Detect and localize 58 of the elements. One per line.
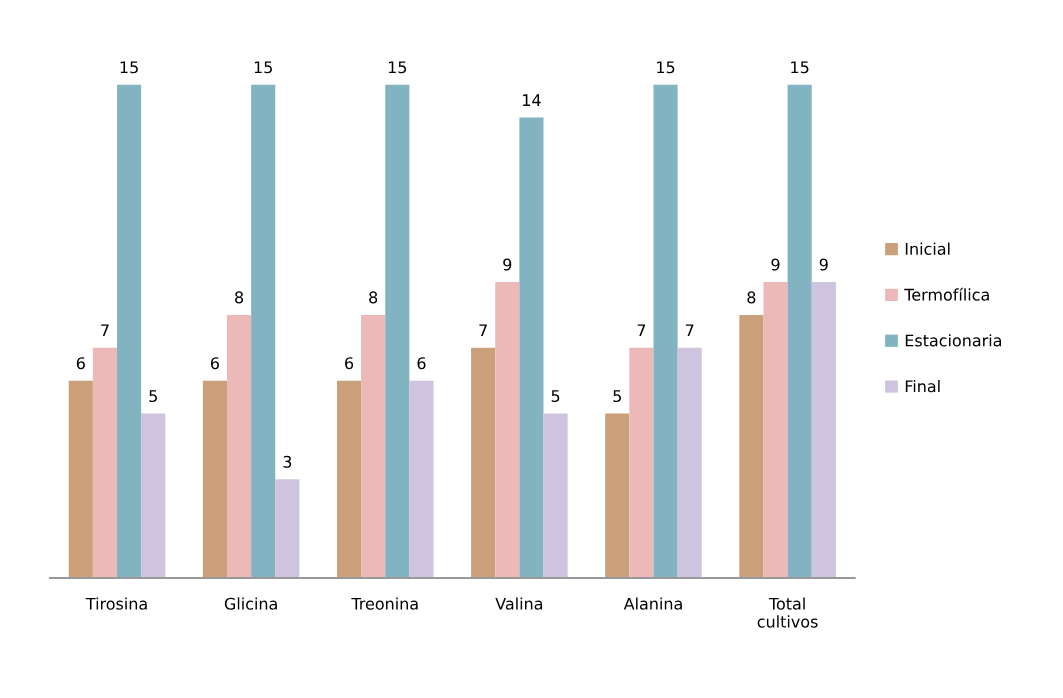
x-tick-label: Tirosina bbox=[85, 597, 147, 610]
legend-label: Estacionaria bbox=[905, 334, 1001, 347]
bar bbox=[117, 84, 142, 578]
data-label: 6 bbox=[417, 357, 426, 370]
data-label: 7 bbox=[685, 324, 694, 337]
data-label: 6 bbox=[345, 357, 354, 370]
bar bbox=[605, 413, 630, 578]
bar bbox=[251, 84, 276, 578]
data-label: 9 bbox=[771, 258, 780, 271]
x-tick-label: Alanina bbox=[623, 597, 682, 610]
data-label: 7 bbox=[637, 324, 646, 337]
bar bbox=[629, 347, 654, 578]
data-label: 6 bbox=[76, 357, 85, 370]
data-label: 15 bbox=[254, 61, 272, 74]
data-label: 15 bbox=[120, 61, 138, 74]
bar bbox=[739, 314, 764, 578]
bar bbox=[385, 84, 410, 578]
x-tick-label: Valina bbox=[495, 597, 543, 610]
data-label: 14 bbox=[523, 94, 541, 106]
x-tick-label: Glicina bbox=[224, 597, 277, 610]
data-label: 8 bbox=[235, 291, 244, 304]
bar bbox=[68, 380, 93, 578]
data-label: 5 bbox=[613, 390, 621, 403]
bar bbox=[226, 314, 252, 578]
data-label: 3 bbox=[283, 455, 292, 468]
bar bbox=[495, 281, 520, 578]
bar bbox=[409, 380, 434, 578]
data-label: 8 bbox=[747, 291, 756, 304]
bar bbox=[677, 347, 702, 578]
data-label: 15 bbox=[657, 61, 675, 74]
data-label: 15 bbox=[791, 61, 809, 74]
data-label: 5 bbox=[149, 390, 157, 403]
bar bbox=[519, 117, 544, 578]
data-label: 8 bbox=[369, 291, 378, 304]
x-tick-label: Total cultivos bbox=[757, 597, 818, 628]
bar bbox=[471, 347, 496, 578]
bar bbox=[543, 413, 568, 578]
bar bbox=[763, 281, 788, 578]
data-label: 15 bbox=[388, 61, 407, 74]
data-label: 9 bbox=[503, 258, 512, 271]
legend-label: Final bbox=[905, 379, 940, 393]
bar bbox=[275, 479, 300, 578]
legend-label: Inicial bbox=[905, 242, 950, 255]
x-tick-label: Treonina bbox=[351, 597, 418, 610]
data-label: 9 bbox=[819, 258, 828, 271]
bar bbox=[141, 413, 166, 578]
data-label: 7 bbox=[479, 324, 487, 337]
legend-label: Termofílica bbox=[904, 287, 989, 301]
data-label: 7 bbox=[101, 324, 109, 337]
bar bbox=[787, 84, 812, 578]
data-label: 6 bbox=[210, 357, 219, 370]
data-label: 5 bbox=[551, 390, 560, 403]
bar bbox=[202, 380, 227, 578]
bar bbox=[92, 347, 118, 578]
bar bbox=[811, 281, 836, 578]
bar bbox=[361, 314, 386, 578]
bar bbox=[336, 380, 362, 578]
bar bbox=[653, 84, 678, 578]
